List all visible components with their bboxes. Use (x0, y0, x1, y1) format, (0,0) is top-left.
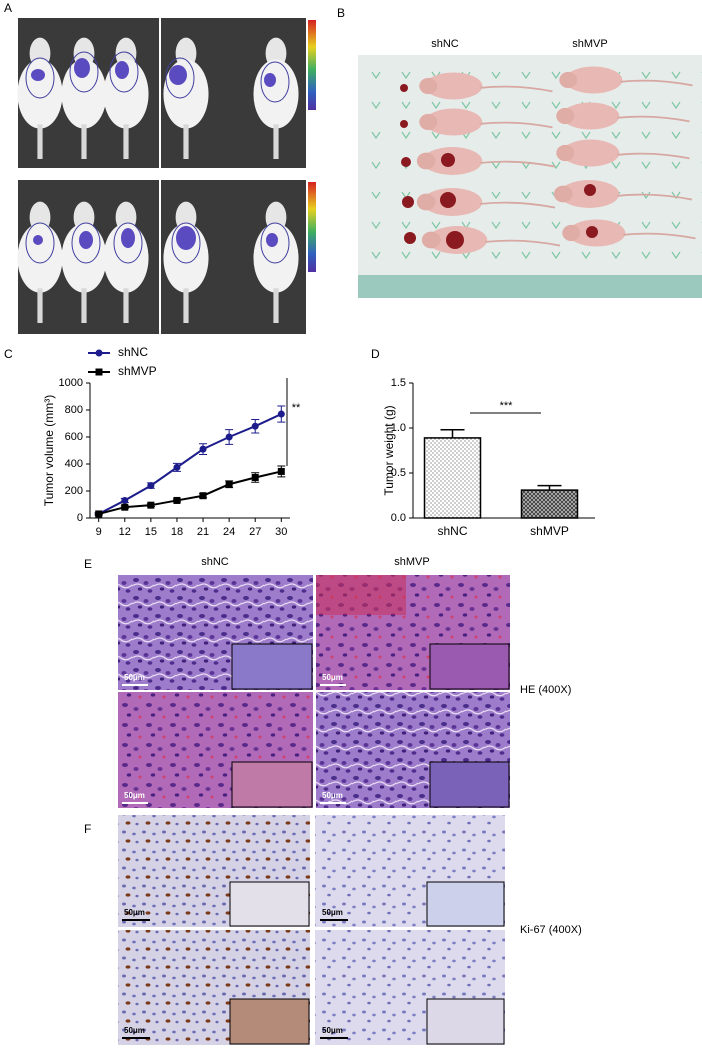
column-label: shMVP (394, 556, 429, 568)
marker (173, 496, 181, 504)
scale-bar-label: 50μm (322, 673, 343, 682)
panel-label: B (337, 6, 345, 20)
y-tick-label: 1.5 (391, 377, 406, 389)
series-line (98, 413, 282, 515)
inset (429, 761, 510, 808)
marker (277, 467, 285, 475)
tumor (400, 84, 598, 249)
stain-label: Ki-67 (400X) (520, 924, 582, 936)
panel-label: C (4, 347, 13, 361)
x-tick-label: shNC (437, 524, 467, 538)
hemorrhage (316, 575, 406, 615)
legend-label: shNC (118, 345, 148, 359)
error-bar (440, 429, 465, 438)
marker (199, 445, 207, 453)
scale-bar-label: 50μm (322, 1026, 343, 1035)
panel-label: F (84, 822, 91, 836)
scale-bar-label: 50μm (124, 673, 145, 682)
x-tick-label: 15 (145, 526, 157, 538)
x-tick-label: 18 (171, 526, 183, 538)
y-tick-label: 800 (65, 404, 83, 416)
color-scale (308, 20, 316, 110)
scale-bar-label: 50μm (322, 791, 343, 800)
scale-bar-label: 50μm (322, 908, 343, 917)
inset (229, 998, 310, 1045)
x-tick-label: 21 (197, 526, 209, 538)
stain-label: HE (400X) (520, 684, 571, 696)
marker (147, 482, 155, 490)
y-axis-label: Tumor volume (mm³) (42, 395, 56, 507)
inset (426, 881, 505, 927)
y-tick-label: 600 (65, 431, 83, 443)
scale-bar-label: 50μm (124, 1026, 145, 1035)
marker (277, 410, 285, 418)
marker (199, 492, 207, 500)
photo (358, 55, 702, 298)
y-axis-label: Tumor weight (g) (382, 405, 396, 495)
marker (251, 474, 259, 481)
marker (225, 480, 233, 488)
error-bar (537, 484, 562, 491)
x-tick-label: 27 (249, 526, 261, 538)
color-scale (308, 182, 316, 272)
inset (231, 761, 313, 808)
panel-label: D (371, 347, 380, 361)
tumor-photo (358, 55, 702, 298)
legend-marker (95, 349, 103, 357)
x-tick-label: 24 (223, 526, 235, 538)
he-images (118, 575, 510, 808)
marker (147, 501, 155, 509)
legend-label: shMVP (118, 364, 157, 378)
column-label: shNC (201, 556, 229, 568)
marker (225, 433, 233, 441)
y-tick-label: 400 (65, 458, 83, 470)
marker (173, 463, 181, 471)
legend-marker (95, 368, 103, 376)
inset (229, 881, 310, 927)
scale-bars: 50μm 50μm 50μm 50μm (122, 673, 346, 804)
ki67-images (118, 815, 505, 1045)
scale-bar-label: 50μm (124, 791, 145, 800)
group-label: shNC (431, 38, 459, 50)
y-tick-label: 1000 (59, 377, 83, 389)
series-line (98, 470, 282, 515)
x-tick-label: 12 (119, 526, 131, 538)
y-tick-label: 0.0 (391, 512, 406, 524)
y-tick-label: 1.0 (391, 422, 406, 434)
bar (423, 437, 482, 519)
inset (426, 998, 505, 1045)
panel-label: A (4, 1, 12, 15)
ruler (358, 275, 702, 298)
roi (25, 51, 290, 264)
marker (121, 503, 129, 511)
signal (31, 58, 278, 250)
x-tick-label: shMVP (530, 524, 569, 538)
inset (429, 643, 510, 690)
y-tick-label: 200 (65, 485, 83, 497)
x-tick-label: 30 (275, 526, 287, 538)
scale-bar-label: 50μm (124, 908, 145, 917)
x-tick-label: 9 (96, 526, 102, 538)
annotation: ** (292, 402, 301, 414)
inset (231, 643, 313, 690)
group-label: shMVP (572, 38, 607, 50)
y-tick-label: 0 (77, 512, 83, 524)
bioluminescence-images (17, 18, 316, 334)
bar (520, 489, 579, 519)
y-tick-label: 0.5 (391, 467, 406, 479)
marker (251, 422, 259, 430)
marker (121, 496, 129, 504)
panel-label: E (84, 557, 92, 571)
annotation: *** (500, 400, 514, 412)
scale-bars: 50μm 50μm 50μm 50μm (122, 908, 348, 1039)
marker (95, 510, 103, 518)
